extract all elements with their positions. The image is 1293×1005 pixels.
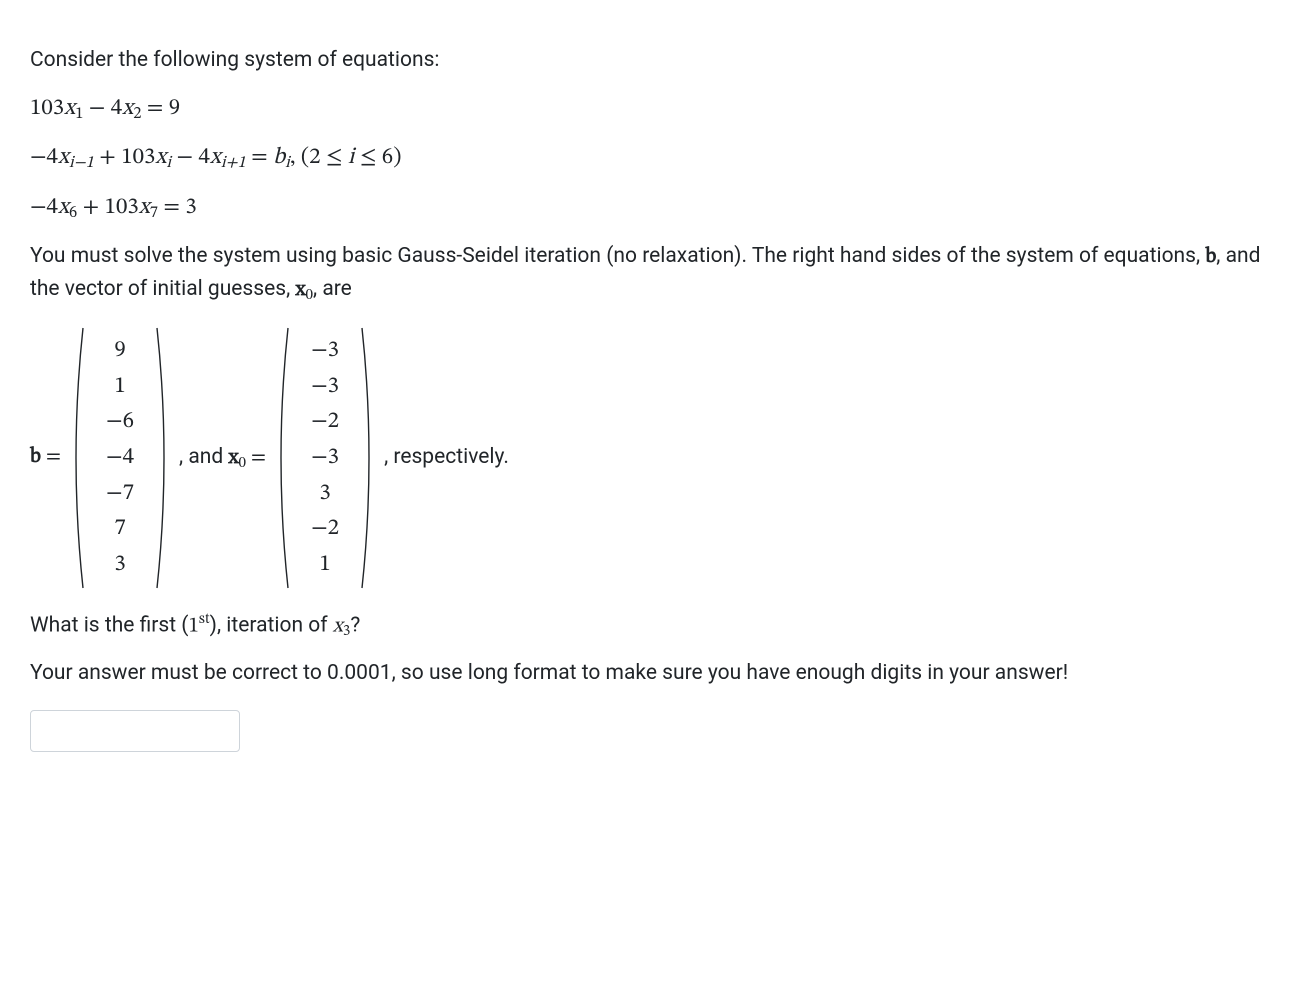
eq3-v2: x xyxy=(139,196,150,219)
explain-x0-s: 0 xyxy=(306,287,313,303)
eq2-v1: x xyxy=(58,146,69,169)
eq2-comma: , xyxy=(290,146,301,169)
eq2-rhsv: b xyxy=(273,146,285,169)
eq2-six: 6 xyxy=(382,146,393,169)
eq1-c1: 103 xyxy=(30,97,64,120)
vector-cell: −3 xyxy=(308,440,342,476)
eq3-op1: + xyxy=(77,196,104,219)
left-paren-icon xyxy=(67,326,85,590)
vector-cell: 9 xyxy=(103,333,137,369)
vector-cell: −4 xyxy=(103,440,137,476)
after-vec-text: , respectively. xyxy=(384,441,509,474)
vector-cell: −3 xyxy=(308,369,342,405)
equation-3: −4x6 + 103x7 = 3 xyxy=(30,190,1263,226)
eq2-v3: x xyxy=(210,146,221,169)
x0-label-v: x xyxy=(228,447,238,468)
question-line: What is the first (1st), iteration of x3… xyxy=(30,608,1263,644)
x0-vector-column: −3−3−2−33−21 xyxy=(290,326,360,590)
vector-cell: −7 xyxy=(103,476,137,512)
x0-vector: −3−3−2−33−21 xyxy=(272,326,378,590)
mid-text: , and x0 = xyxy=(179,441,266,475)
b-label: b = xyxy=(30,441,61,474)
vector-cell: 1 xyxy=(308,547,342,583)
vector-cell: −2 xyxy=(308,511,342,547)
vector-cell: 3 xyxy=(308,476,342,512)
eq2-op2: − xyxy=(171,146,198,169)
eq2-le1: ≤ xyxy=(320,146,347,169)
eq1-c2: 4 xyxy=(111,97,122,120)
b-vector-column: 91−6−4−773 xyxy=(85,326,155,590)
eq3-s2: 7 xyxy=(150,204,158,221)
eq2-op1: + xyxy=(94,146,121,169)
b-label-eq: = xyxy=(41,446,61,467)
eq3-c1: −4 xyxy=(30,196,58,219)
eq1-op1: − xyxy=(83,97,110,120)
b-label-v: b xyxy=(30,446,41,467)
q-f: ? xyxy=(350,613,360,637)
mid-text-span: , and xyxy=(179,445,228,469)
x0-label-s: 0 xyxy=(239,454,246,470)
eq3-s1: 6 xyxy=(69,204,77,221)
eq2-lp: ( xyxy=(301,146,309,169)
equation-2: −4xi−1 + 103xi − 4xi+1 = bi, (2 ≤ i ≤ 6) xyxy=(30,140,1263,176)
eq2-two: 2 xyxy=(309,146,320,169)
vector-cell: −3 xyxy=(308,333,342,369)
vector-cell: 1 xyxy=(103,369,137,405)
eq3-v1: x xyxy=(58,196,69,219)
eq1-rhs: 9 xyxy=(169,97,180,120)
answer-input[interactable] xyxy=(30,710,240,752)
eq1-v2: x xyxy=(122,97,133,120)
vector-cell: −6 xyxy=(103,404,137,440)
eq1-eq: = xyxy=(141,97,168,120)
explain-paragraph: You must solve the system using basic Ga… xyxy=(30,240,1263,308)
right-paren-icon xyxy=(155,326,173,590)
eq2-s3: i+1 xyxy=(221,154,246,171)
eq2-rp: ) xyxy=(393,146,401,169)
q-c: st xyxy=(199,611,210,627)
question-container: Consider the following system of equatio… xyxy=(0,0,1293,1005)
q-ev: x xyxy=(333,615,343,636)
eq3-c2: 103 xyxy=(105,196,139,219)
q-a: What is the first ( xyxy=(30,613,189,637)
eq2-c2: 103 xyxy=(121,146,155,169)
eq2-c1: −4 xyxy=(30,146,58,169)
equation-1: 103x1 − 4x2 = 9 xyxy=(30,91,1263,127)
right-paren-icon xyxy=(360,326,378,590)
q-b: 1 xyxy=(189,615,199,636)
eq2-c3: 4 xyxy=(198,146,209,169)
intro-text: Consider the following system of equatio… xyxy=(30,44,1263,77)
eq2-le2: ≤ xyxy=(354,146,381,169)
eq2-v2: x xyxy=(155,146,166,169)
eq2-s1: i−1 xyxy=(69,154,94,171)
eq1-v1: x xyxy=(64,97,75,120)
explain-x0-v: x xyxy=(295,279,305,300)
eq3-rhs: 3 xyxy=(185,196,196,219)
left-paren-icon xyxy=(272,326,290,590)
answer-input-wrapper xyxy=(30,710,1263,752)
explain-1a: You must solve the system using basic Ga… xyxy=(30,244,1205,268)
vector-cell: −2 xyxy=(308,404,342,440)
eq2-eq: = xyxy=(246,146,273,169)
precision-note: Your answer must be correct to 0.0001, s… xyxy=(30,657,1263,690)
vector-cell: 3 xyxy=(103,547,137,583)
vector-cell: 7 xyxy=(103,511,137,547)
b-vector: 91−6−4−773 xyxy=(67,326,173,590)
vectors-row: b = 91−6−4−773 , and x0 = −3−3−2−33−21 ,… xyxy=(30,326,1263,590)
eq3-eq: = xyxy=(158,196,185,219)
x0-label-eq: = xyxy=(246,447,266,468)
q-d: ), iteration of xyxy=(210,613,333,637)
explain-1e: , are xyxy=(313,277,352,301)
explain-b-sym: b xyxy=(1205,246,1216,267)
